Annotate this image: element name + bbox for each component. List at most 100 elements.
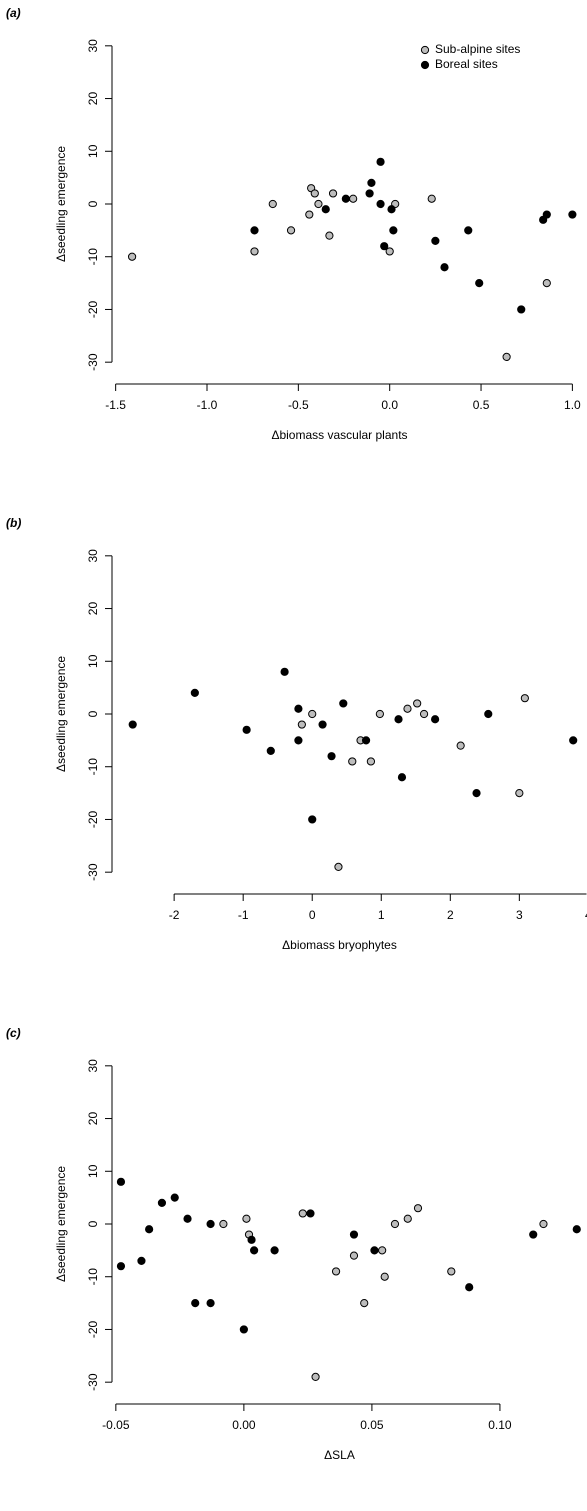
point [569, 736, 578, 745]
point [385, 247, 394, 256]
point [348, 757, 357, 766]
point [339, 699, 348, 708]
legend-label: Sub-alpine sites [435, 42, 520, 56]
point [456, 741, 465, 750]
y-tick-label: -20 [86, 300, 100, 318]
point [331, 1267, 341, 1276]
y-tick-label: 30 [86, 549, 100, 563]
y-tick-label: -10 [86, 758, 100, 776]
point [539, 1219, 548, 1229]
point [191, 1298, 200, 1308]
point [327, 752, 336, 761]
x-axis-label: Δbiomass bryophytes [282, 938, 397, 952]
point [431, 236, 440, 246]
x-tick-label: 3 [516, 908, 523, 922]
point [242, 1214, 251, 1223]
point [219, 1219, 228, 1229]
point [325, 231, 334, 240]
y-tick-label: -30 [86, 353, 100, 371]
point [517, 305, 526, 314]
x-tick-label: 0.10 [488, 1418, 512, 1432]
point [128, 720, 137, 729]
point [472, 788, 481, 798]
point [247, 1235, 256, 1244]
point [206, 1298, 215, 1308]
point [361, 736, 371, 745]
panel-title: (c) [6, 1026, 21, 1040]
point [360, 1298, 369, 1308]
point [427, 194, 436, 203]
x-tick-label: 0.00 [232, 1418, 256, 1432]
point [413, 699, 422, 708]
y-tick-label: 20 [86, 602, 100, 616]
x-tick-label: 2 [447, 908, 454, 922]
point [515, 788, 524, 798]
point [376, 157, 385, 166]
x-tick-label: 4 [585, 908, 587, 922]
point [250, 247, 259, 256]
point [419, 709, 429, 719]
point [349, 1230, 359, 1239]
point [250, 1246, 259, 1255]
point [306, 1209, 315, 1218]
y-tick-label: 0 [86, 710, 100, 717]
x-tick-label: -1.0 [197, 398, 218, 412]
point [305, 210, 314, 219]
x-tick-label: -1 [238, 908, 249, 922]
point [568, 210, 577, 219]
x-tick-label: 0.5 [473, 398, 490, 412]
y-tick-label: -30 [86, 1373, 100, 1391]
y-tick-label: 30 [86, 1059, 100, 1073]
point [321, 205, 330, 214]
point [242, 725, 251, 734]
point [294, 736, 303, 745]
x-tick-label: -0.05 [102, 1418, 130, 1432]
point [375, 709, 384, 719]
point [349, 194, 358, 203]
point [239, 1325, 248, 1334]
point [387, 205, 396, 214]
y-tick-label: 30 [86, 39, 100, 53]
legend-label: Boreal sites [435, 57, 498, 71]
point [137, 1256, 146, 1266]
y-tick-label: -10 [86, 248, 100, 266]
point [183, 1214, 192, 1223]
point [502, 352, 511, 362]
point [370, 1246, 379, 1255]
point [157, 1198, 167, 1208]
y-tick-label: 20 [86, 92, 100, 106]
y-tick-label: -20 [86, 1320, 100, 1338]
y-tick-label: -20 [86, 810, 100, 828]
point [440, 263, 449, 272]
x-axis-label: ΔSLA [324, 1448, 355, 1462]
point [298, 1209, 307, 1218]
y-tick-label: 10 [86, 654, 100, 668]
point [310, 189, 319, 198]
x-tick-label: 0.05 [360, 1418, 384, 1432]
y-tick-label: 10 [86, 144, 100, 158]
point [397, 773, 407, 782]
y-tick-label: 0 [86, 1220, 100, 1227]
point [270, 1246, 279, 1255]
x-tick-label: 1.0 [564, 398, 581, 412]
point [145, 1225, 154, 1234]
legend-marker [420, 45, 430, 55]
point [542, 278, 551, 288]
x-tick-label: 1 [378, 908, 385, 922]
point [328, 189, 338, 198]
point [394, 715, 403, 724]
y-tick-label: 0 [86, 200, 100, 207]
point [190, 688, 199, 698]
point [403, 704, 412, 713]
y-tick-label: 10 [86, 1164, 100, 1178]
point [367, 178, 376, 188]
x-tick-label: -0.5 [288, 398, 309, 412]
point [341, 194, 350, 203]
point [286, 226, 296, 235]
point [334, 862, 343, 872]
y-axis-label: Δseedling emergence [54, 1166, 68, 1282]
y-axis-label: Δseedling emergence [54, 656, 68, 772]
point [366, 757, 376, 766]
point [572, 1225, 581, 1234]
